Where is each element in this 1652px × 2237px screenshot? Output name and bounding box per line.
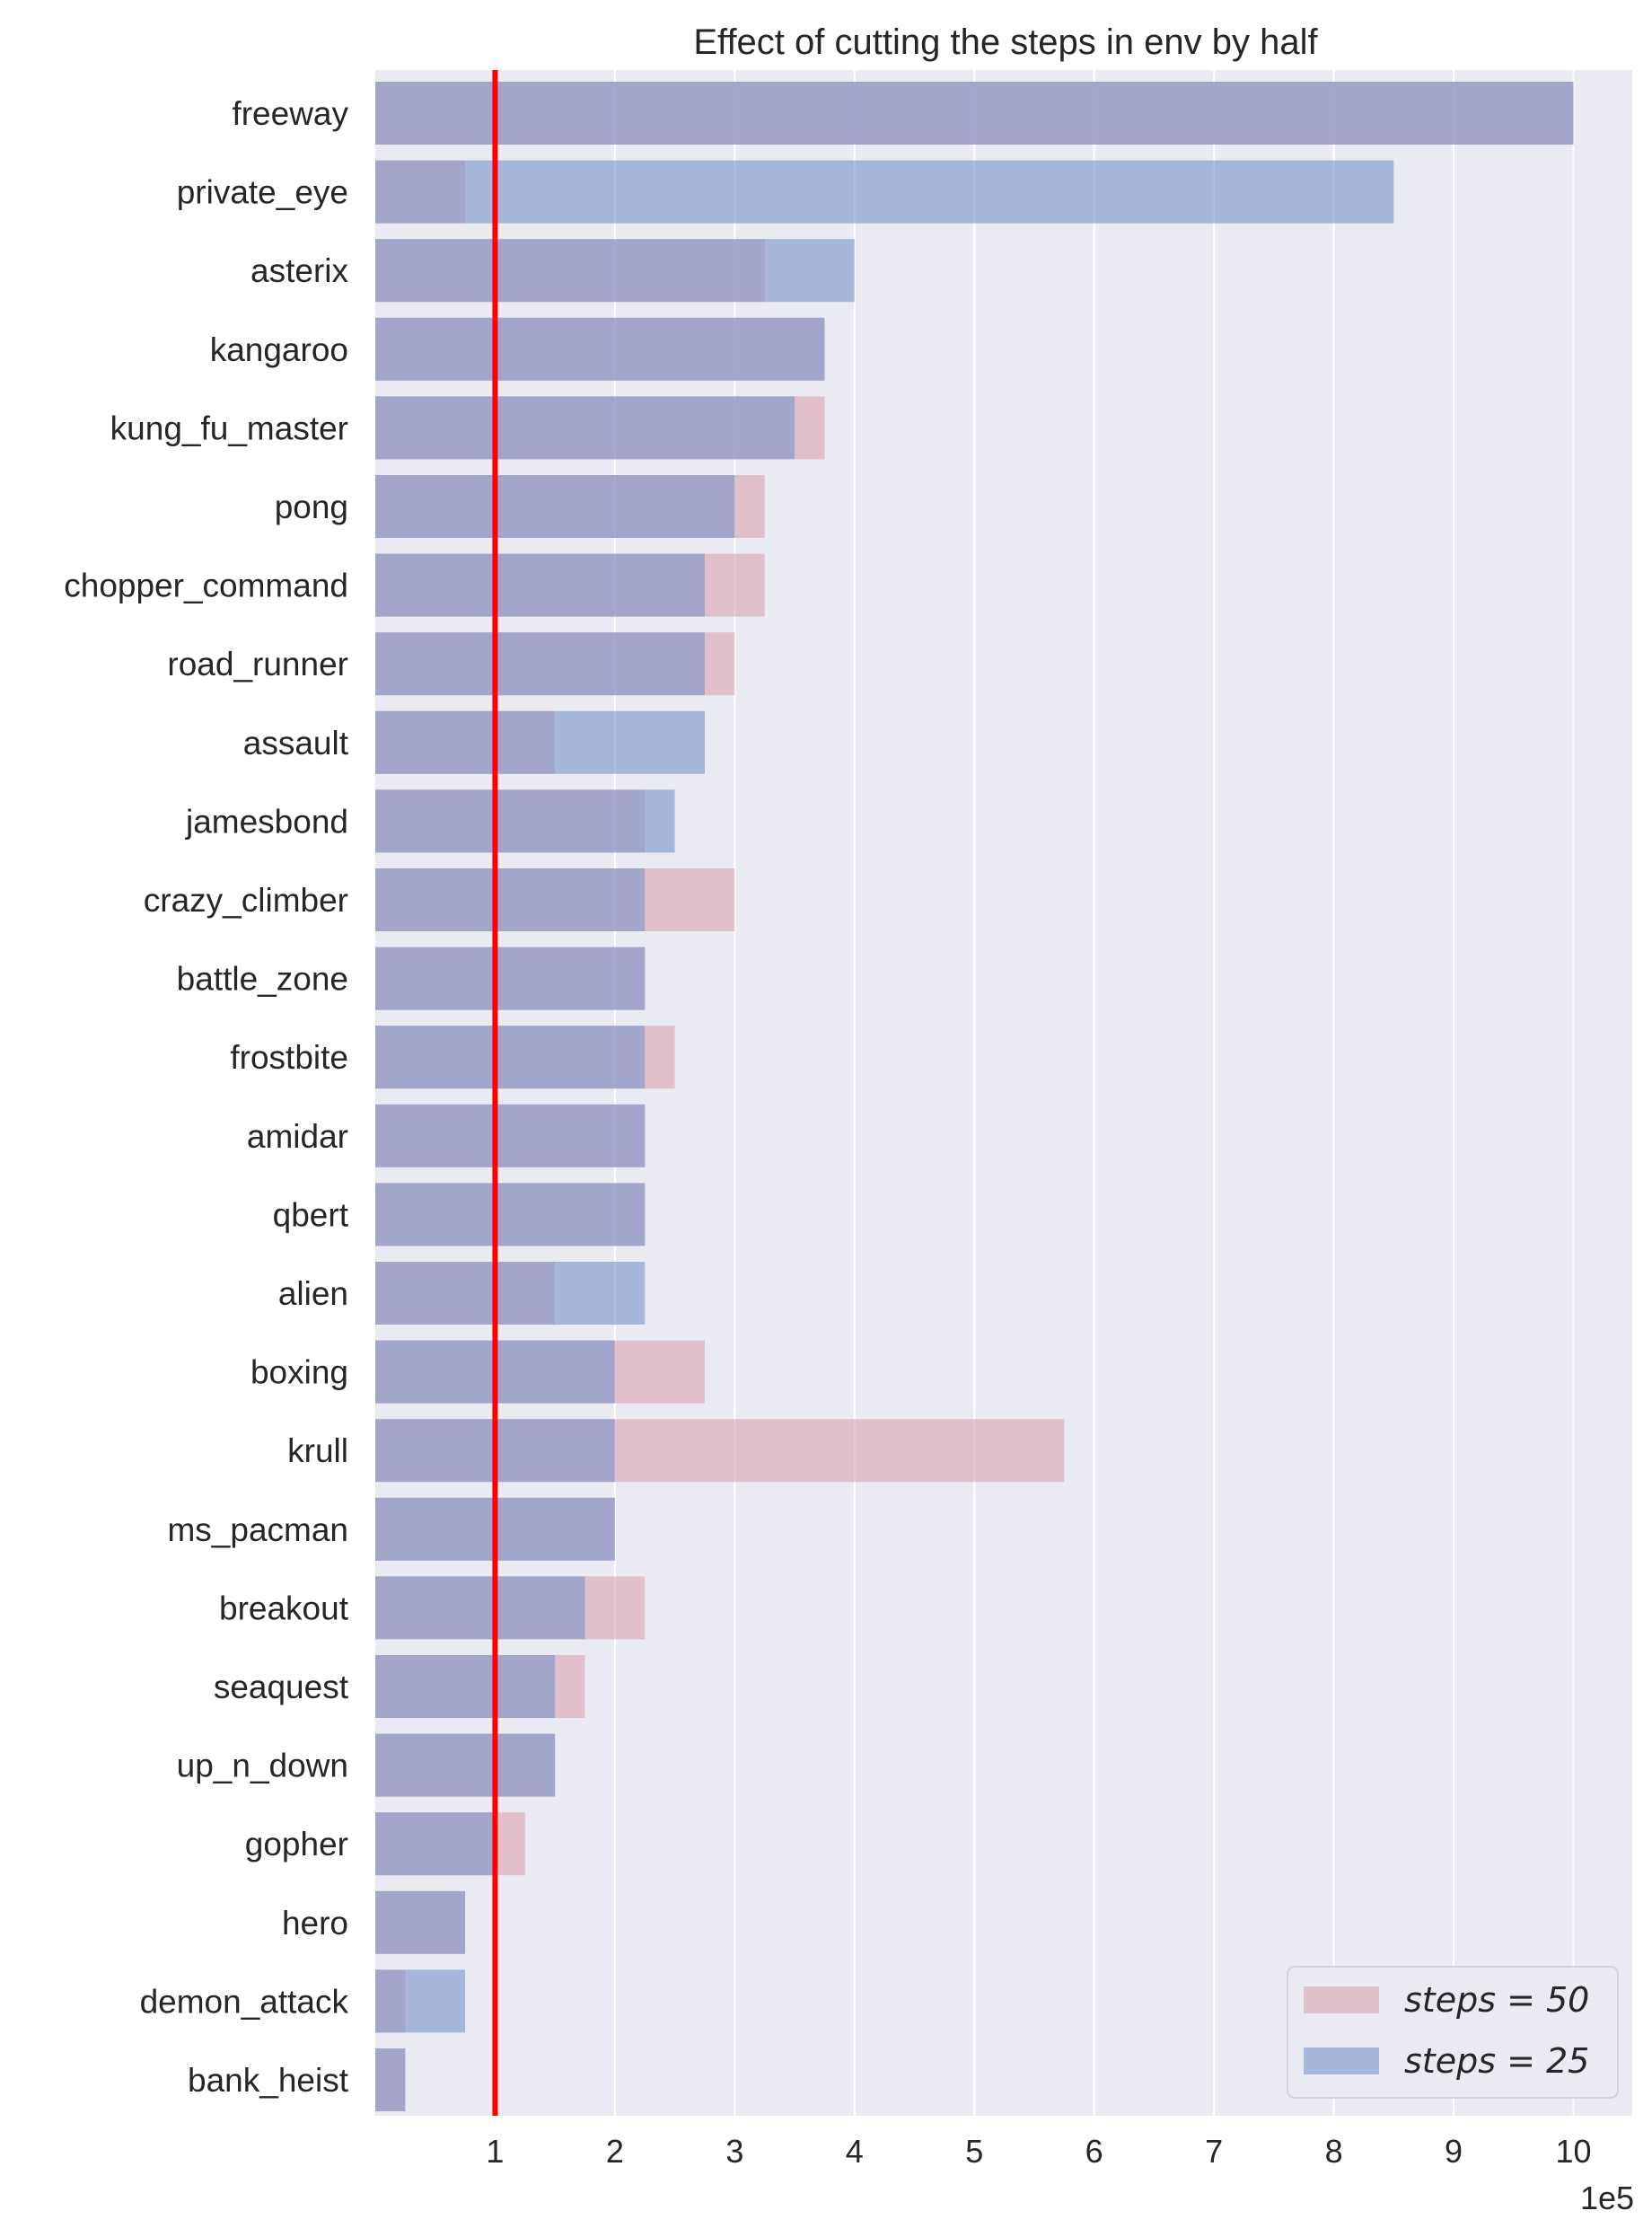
bar: [375, 1183, 646, 1246]
category-label: chopper_command: [64, 568, 348, 604]
category-label: battle_zone: [177, 961, 348, 998]
category-label: bank_heist: [188, 2062, 349, 2099]
x-scale-label: 1e5: [1580, 2180, 1634, 2216]
bar: [375, 868, 646, 931]
bar: [375, 1655, 556, 1718]
category-label: road_runner: [167, 646, 348, 683]
x-tick-label: 6: [1085, 2133, 1103, 2170]
bar: [375, 947, 646, 1010]
x-tick-label: 8: [1325, 2133, 1343, 2170]
x-tick-label: 9: [1445, 2133, 1463, 2170]
category-label: kangaroo: [210, 331, 348, 368]
category-label: alien: [278, 1275, 348, 1312]
chart-title: Effect of cutting the steps in env by ha…: [693, 22, 1318, 62]
category-label: breakout: [219, 1590, 349, 1626]
x-tick-label: 1: [486, 2133, 504, 2170]
x-tick-label: 10: [1555, 2133, 1591, 2170]
bar: [375, 239, 855, 303]
category-label: demon_attack: [140, 1983, 349, 2020]
category-label: gopher: [245, 1826, 348, 1863]
bar: [375, 1576, 585, 1640]
bar: [375, 160, 1394, 224]
category-label: amidar: [247, 1118, 348, 1155]
bar: [375, 553, 705, 617]
category-label: boxing: [250, 1354, 348, 1391]
bar: [375, 1733, 556, 1797]
bar: [375, 1262, 646, 1325]
bar: [375, 632, 705, 696]
bar: [375, 710, 705, 774]
legend-label: steps = 25: [1404, 2041, 1589, 2081]
category-label: frostbite: [230, 1039, 348, 1076]
bar: [375, 82, 1574, 145]
category-label: qbert: [273, 1196, 349, 1233]
category-label: private_eye: [177, 174, 348, 211]
category-label: ms_pacman: [167, 1511, 348, 1548]
bar: [375, 317, 825, 381]
bar: [375, 1890, 466, 1954]
category-label: crazy_climber: [144, 882, 348, 919]
x-tick-label: 7: [1205, 2133, 1223, 2170]
bar: [375, 1812, 496, 1876]
x-tick-label: 3: [725, 2133, 743, 2170]
legend-swatch: [1304, 2048, 1379, 2074]
legend: steps = 50 steps = 25: [1287, 1966, 1619, 2099]
legend-swatch: [1304, 1986, 1379, 2013]
category-label: krull: [287, 1432, 348, 1469]
category-label: assault: [243, 725, 349, 762]
bar: [375, 396, 795, 460]
category-label: pong: [275, 489, 348, 525]
x-tick-label: 4: [846, 2133, 864, 2170]
x-tick-label: 2: [606, 2133, 624, 2170]
bar: [375, 1969, 466, 2033]
category-label: seaquest: [214, 1669, 349, 1705]
legend-label: steps = 50: [1404, 1980, 1589, 2020]
category-label: freeway: [232, 95, 348, 132]
x-tick-labels: 1 2 3 4 5 6 7 8 9 10: [486, 2133, 1591, 2170]
category-label: asterix: [250, 252, 348, 289]
category-label: up_n_down: [177, 1748, 348, 1784]
bar: [375, 1104, 646, 1167]
category-label: kung_fu_master: [110, 410, 348, 446]
category-label: hero: [282, 1905, 348, 1942]
bar: [375, 475, 735, 538]
bar: [375, 1026, 646, 1089]
category-label: jamesbond: [185, 803, 348, 840]
x-tick-label: 5: [965, 2133, 983, 2170]
bar: [375, 2048, 406, 2111]
bar: [375, 789, 675, 853]
